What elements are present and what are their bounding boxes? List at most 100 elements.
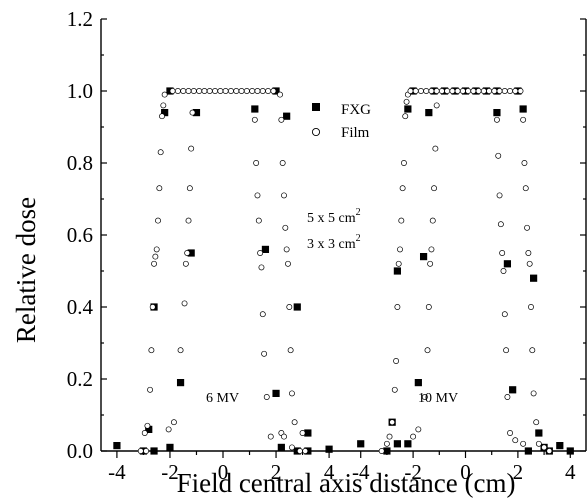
x-tick-label: -4 xyxy=(108,460,126,484)
film-point xyxy=(418,88,424,94)
film-point xyxy=(286,304,293,310)
fxg-point xyxy=(304,429,312,437)
fxg-point xyxy=(113,442,121,450)
film-point xyxy=(454,88,461,94)
film-point xyxy=(161,91,168,98)
fxg-point xyxy=(150,447,158,455)
fxg-point xyxy=(509,386,517,394)
film-point xyxy=(533,419,540,426)
film-point xyxy=(159,113,165,120)
x-tick-label: -2 xyxy=(161,460,179,484)
film-point xyxy=(181,300,188,307)
film-point xyxy=(378,448,385,454)
field-size-3x3-sup: 2 xyxy=(356,233,361,244)
film-point xyxy=(255,217,262,224)
film-point xyxy=(512,88,519,94)
legend-film-label: Film xyxy=(341,125,370,141)
film-point xyxy=(302,448,309,454)
film-point xyxy=(521,160,528,166)
fxg-point xyxy=(192,109,201,117)
film-point xyxy=(546,448,553,454)
fxg-point xyxy=(519,105,527,113)
film-point xyxy=(188,145,195,152)
film-point xyxy=(524,224,531,231)
film-point xyxy=(147,386,154,393)
film-point xyxy=(174,88,181,94)
film-point xyxy=(228,88,234,94)
film-point xyxy=(459,88,466,94)
film-point xyxy=(282,224,289,231)
film-point xyxy=(249,88,256,94)
film-point xyxy=(465,88,472,94)
film-point xyxy=(251,116,258,123)
film-point xyxy=(257,250,264,256)
film-point xyxy=(152,253,159,260)
film-point xyxy=(507,430,513,436)
film-point xyxy=(155,217,161,224)
film-point xyxy=(259,88,266,94)
film-point xyxy=(421,394,428,400)
fxg-point xyxy=(404,440,412,448)
fxg-point xyxy=(503,260,512,268)
film-point xyxy=(151,260,157,267)
fxg-point xyxy=(425,109,433,117)
x-tick-label: 2 xyxy=(513,460,524,484)
chart-text-layer: Relative dose Field central axis distanc… xyxy=(11,102,515,498)
film-point xyxy=(170,419,177,426)
film-point xyxy=(143,448,150,454)
fxg-point xyxy=(251,105,259,113)
film-point xyxy=(141,430,148,436)
film-point xyxy=(475,88,482,94)
film-point xyxy=(389,419,396,426)
fxg-point xyxy=(419,253,428,261)
fxg-point xyxy=(277,443,285,451)
film-point xyxy=(278,116,285,123)
fxg-point xyxy=(530,274,538,282)
film-point xyxy=(254,192,261,199)
fxg-point xyxy=(566,447,574,455)
film-point xyxy=(529,347,536,354)
film-point xyxy=(137,448,144,454)
film-point xyxy=(480,88,487,94)
fxg-point xyxy=(293,303,301,311)
film-point xyxy=(177,347,184,354)
film-point xyxy=(270,88,277,94)
x-tick-label: 2 xyxy=(271,460,282,484)
fxg-point xyxy=(161,109,169,117)
fxg-point xyxy=(272,389,280,397)
film-point xyxy=(525,250,532,256)
film-point xyxy=(182,260,189,267)
film-point xyxy=(429,217,436,224)
film-point xyxy=(500,268,507,274)
film-point xyxy=(424,347,431,354)
film-point xyxy=(397,246,403,253)
axes-layer: 0.0 0.2 0.4 0.6 0.8 1.0 1.2 -4 -2 0 2 4 -4 -2 0 2 4 xyxy=(67,7,587,484)
film-point xyxy=(522,185,529,192)
film-point xyxy=(410,433,417,440)
film-point xyxy=(495,152,502,159)
film-point xyxy=(491,88,498,94)
fxg-point xyxy=(535,429,543,437)
film-point xyxy=(425,304,432,310)
film-point xyxy=(391,386,398,393)
fxg-point xyxy=(166,443,174,451)
film-point xyxy=(153,246,160,253)
film-point xyxy=(165,426,172,433)
y-tick-label: 0.6 xyxy=(67,223,93,247)
y-tick-label: 0.8 xyxy=(67,151,93,175)
x-axis-label: Field central axis distance (cm) xyxy=(177,468,516,498)
y-tick-label: 0.4 xyxy=(67,295,94,319)
film-point xyxy=(520,116,527,123)
x-tick-label: 0 xyxy=(460,460,471,484)
legend-fxg-marker xyxy=(312,103,320,111)
film-point xyxy=(201,88,208,94)
x-tick-label: 4 xyxy=(565,460,576,484)
y-axis-label: Relative dose xyxy=(11,197,41,343)
x-tick-label: 0 xyxy=(218,460,229,484)
film-point xyxy=(501,88,508,94)
film-point xyxy=(259,311,266,318)
film-point xyxy=(432,145,439,152)
fxg-point xyxy=(187,249,195,257)
film-point xyxy=(507,88,513,94)
